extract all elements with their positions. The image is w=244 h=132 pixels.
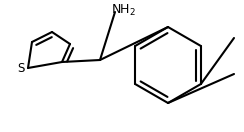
Text: S: S xyxy=(17,62,25,76)
Text: NH$_2$: NH$_2$ xyxy=(111,3,135,18)
